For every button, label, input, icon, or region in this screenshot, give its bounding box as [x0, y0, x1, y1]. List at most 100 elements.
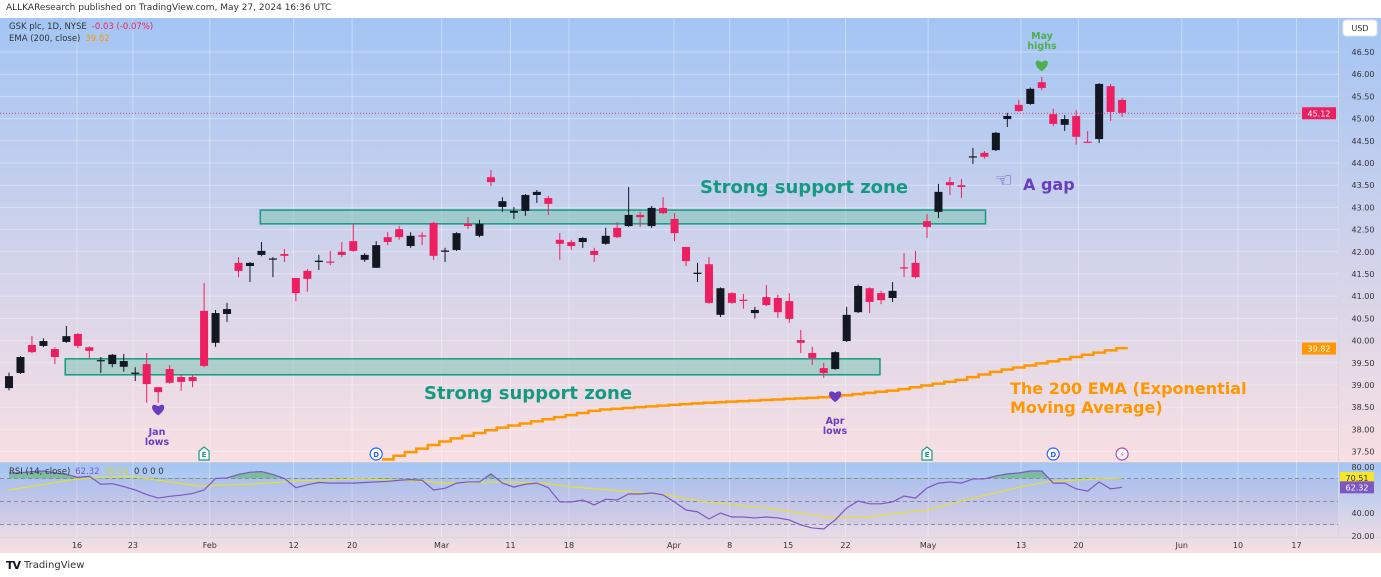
- legend-rsi[interactable]: RSI (14, close) 62.32 70.51 0 0 0 0: [9, 467, 164, 477]
- candle: [854, 284, 863, 314]
- candle: [727, 292, 736, 304]
- heart-icon: [829, 391, 842, 403]
- jan-lows-label-2: lows: [145, 437, 170, 448]
- event-label: D: [373, 451, 379, 459]
- support-zone-lower[interactable]: [64, 358, 881, 376]
- candle: [647, 206, 656, 228]
- candle-body: [647, 207, 656, 227]
- price-tick-label: 42.00: [1352, 248, 1375, 257]
- rsi-tick-label: 80.00: [1352, 463, 1375, 472]
- candle: [395, 226, 404, 240]
- candles: [5, 76, 1127, 403]
- candle: [16, 356, 25, 374]
- candle: [498, 197, 507, 212]
- date-tick-label: 11: [505, 541, 515, 550]
- legend-ema[interactable]: EMA (200, close) 39.82: [9, 34, 110, 44]
- candle: [200, 282, 209, 368]
- candle-body: [601, 235, 610, 244]
- candle: [808, 346, 817, 366]
- candle: [1037, 76, 1046, 91]
- candle-body: [39, 341, 48, 346]
- price-tick-label: 39.00: [1352, 381, 1375, 390]
- candle: [177, 375, 186, 391]
- candle-body: [177, 377, 186, 382]
- candle-body: [693, 272, 702, 274]
- dividend-event-icon[interactable]: D: [1046, 447, 1060, 461]
- price-tick-label: 44.50: [1352, 137, 1375, 146]
- candle-body: [188, 377, 197, 382]
- earnings-event-icon[interactable]: E: [921, 446, 933, 461]
- candle: [85, 346, 94, 358]
- candle: [303, 269, 312, 292]
- candle-body: [842, 314, 851, 342]
- candle: [280, 249, 289, 263]
- candle: [268, 257, 277, 278]
- candle: [257, 242, 266, 257]
- candle-body: [1083, 141, 1092, 143]
- candle-body: [1014, 104, 1023, 112]
- candle: [785, 293, 794, 323]
- candle-body: [223, 309, 232, 314]
- candle: [900, 253, 909, 278]
- candle-body: [532, 191, 541, 195]
- rsi-overbought-fill: [9, 471, 1123, 479]
- legend-symbol: GSK plc, 1D, NYSE -0.03 (-0.07%): [9, 22, 153, 32]
- candle-body: [750, 309, 759, 314]
- candle: [429, 222, 438, 260]
- candle-body: [383, 237, 392, 243]
- time-axis[interactable]: 16 23 Feb 12 20 Mar 11 18 Apr 8 15 22 May 13 20 Jun 10 17: [72, 541, 1302, 550]
- candle-body: [716, 288, 725, 315]
- split-or-news-event-icon[interactable]: ⚡: [1115, 447, 1129, 461]
- candle: [27, 336, 36, 354]
- last-price-badge: [1302, 107, 1336, 120]
- candle-body: [934, 191, 943, 212]
- candle: [762, 285, 771, 306]
- candle-body: [865, 288, 874, 302]
- date-tick-label: 22: [840, 541, 850, 550]
- candle: [532, 190, 541, 203]
- support-zone-upper[interactable]: [259, 209, 987, 225]
- candle: [934, 183, 943, 219]
- candle-body: [165, 369, 174, 383]
- candle-body: [509, 210, 518, 213]
- candle: [234, 257, 243, 278]
- dividend-event-icon[interactable]: D: [369, 447, 383, 461]
- ema-label-line1: The 200 EMA (Exponential: [1010, 379, 1247, 398]
- candle-body: [659, 207, 668, 214]
- candle: [349, 223, 358, 252]
- earnings-event-icon[interactable]: E: [198, 446, 210, 461]
- candle-body: [291, 277, 300, 294]
- candle-body: [498, 201, 507, 207]
- price-tick-label: 43.50: [1352, 181, 1375, 190]
- candle: [555, 233, 564, 260]
- candle-body: [268, 258, 277, 260]
- candle: [337, 242, 346, 258]
- price-axis[interactable]: 46.50 46.00 45.50 45.00 44.50 44.00 43.50 43.00…: [1302, 48, 1374, 457]
- candle-body: [900, 267, 909, 269]
- candle: [441, 247, 450, 263]
- event-label: ⚡: [1120, 451, 1125, 459]
- candle: [842, 306, 851, 342]
- rsi-ma-line: [8, 475, 1123, 519]
- candle-body: [303, 270, 312, 279]
- event-label: D: [1050, 451, 1056, 459]
- candle-body: [819, 368, 828, 374]
- candle-body: [1095, 83, 1104, 140]
- ema-label-line2: Moving Average): [1010, 398, 1163, 417]
- date-tick-label: 10: [1233, 541, 1243, 550]
- date-tick-label: 17: [1291, 541, 1301, 550]
- candle-body: [945, 182, 954, 186]
- candle-body: [406, 235, 415, 247]
- candle-body: [1037, 82, 1046, 88]
- date-tick-label: May: [920, 541, 937, 550]
- price-tick-label: 40.50: [1352, 314, 1375, 323]
- currency-button[interactable]: [1342, 19, 1378, 37]
- may-highs-label-1: May: [1031, 31, 1054, 42]
- candle: [831, 351, 840, 370]
- candle: [486, 170, 495, 187]
- publish-info: ALLKAResearch published on TradingView.c…: [6, 3, 332, 13]
- candle: [1003, 112, 1012, 128]
- rsi-tick-label: 20.00: [1352, 532, 1375, 541]
